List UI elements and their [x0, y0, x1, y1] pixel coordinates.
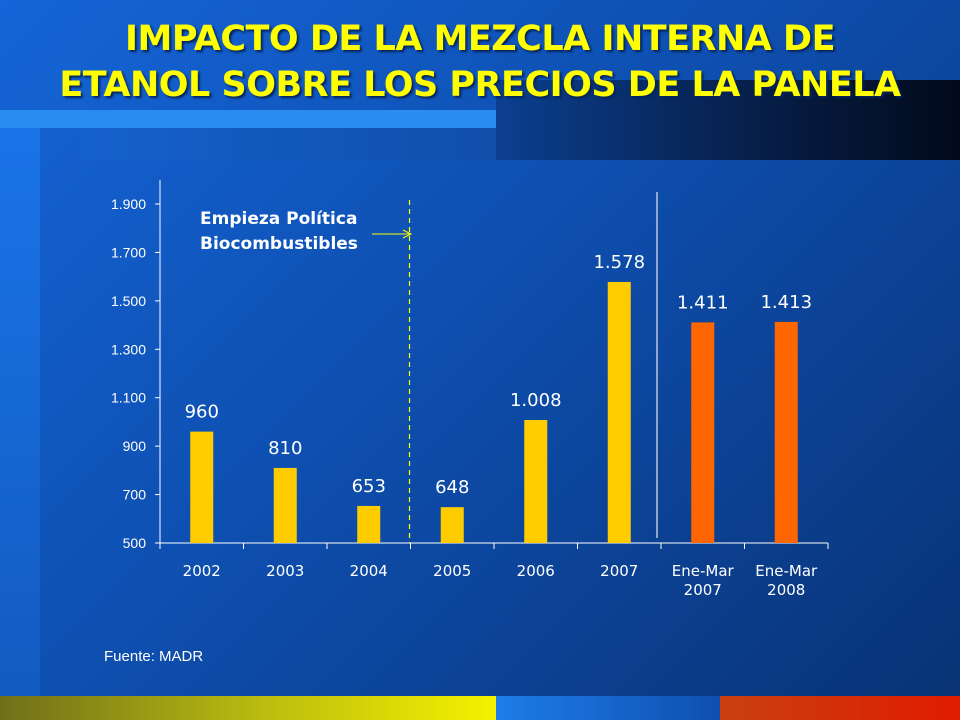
slide-title-line-1: IMPACTO DE LA MEZCLA INTERNA DE — [124, 19, 836, 59]
slide-title-line-2: ETANOL SOBRE LOS PRECIOS DE LA PANELA — [59, 65, 901, 105]
x-tick-label: 2005 — [433, 562, 471, 580]
bottom-bar-red-segment — [720, 696, 960, 720]
annotation-label: Biocombustibles — [200, 234, 358, 254]
y-tick-label: 1.500 — [111, 293, 146, 309]
data-label: 960 — [185, 402, 219, 423]
x-tick-label: 2007 — [600, 562, 638, 580]
data-label: 810 — [268, 438, 302, 459]
x-tick-label: 2002 — [183, 562, 221, 580]
bar — [273, 467, 297, 543]
y-tick-label: 1.100 — [111, 390, 146, 406]
slide-title: IMPACTO DE LA MEZCLA INTERNA DE ETANOL S… — [0, 16, 960, 108]
bar — [774, 321, 798, 543]
bar — [357, 505, 381, 543]
data-label: 653 — [352, 476, 386, 497]
bar — [607, 281, 631, 543]
annotation-arrow-head — [402, 229, 413, 239]
decorative-dark-bar — [496, 80, 960, 160]
x-tick-label: Ene-Mar — [672, 562, 735, 580]
data-label: 648 — [435, 477, 469, 498]
data-label: 1.578 — [593, 252, 645, 273]
bottom-bar-blue-segment — [496, 696, 720, 720]
x-tick-label: 2003 — [266, 562, 304, 580]
y-tick-label: 1.700 — [111, 244, 146, 260]
bottom-color-bar — [0, 696, 960, 720]
data-label: 1.411 — [677, 292, 729, 313]
x-tick-label: 2006 — [517, 562, 555, 580]
bar — [524, 419, 548, 543]
x-tick-label: 2007 — [684, 581, 722, 599]
y-tick-label: 1.300 — [111, 341, 146, 357]
data-label: 1.413 — [760, 292, 812, 313]
x-tick-label: 2004 — [350, 562, 388, 580]
x-tick-label: Ene-Mar — [755, 562, 818, 580]
y-tick-label: 900 — [123, 438, 147, 454]
x-tick-label: 2008 — [767, 581, 805, 599]
bottom-bar-yellow-segment — [0, 696, 496, 720]
data-label: 1.008 — [510, 390, 562, 411]
bar — [440, 507, 464, 543]
decorative-light-bar — [0, 110, 496, 128]
y-tick-label: 1.900 — [111, 196, 146, 212]
decorative-left-strip — [0, 128, 40, 696]
y-tick-label: 500 — [123, 535, 147, 551]
y-tick-label: 700 — [123, 487, 147, 503]
source-note: Fuente: MADR — [104, 648, 204, 665]
bar — [190, 431, 214, 543]
bar — [691, 322, 715, 543]
annotation-label: Empieza Política — [200, 209, 357, 229]
